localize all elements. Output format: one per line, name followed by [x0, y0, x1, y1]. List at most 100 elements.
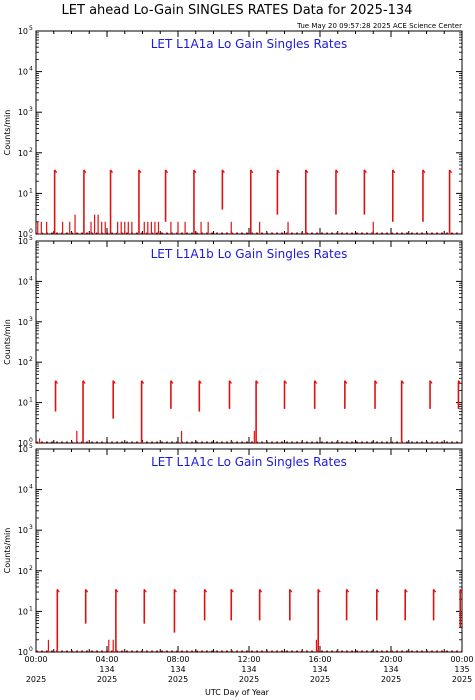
x-tick-label: 00:00 — [24, 655, 47, 664]
y-tick-exponent: 0 — [29, 646, 33, 653]
plot-frame — [35, 448, 463, 653]
data-spike-cap — [141, 380, 145, 384]
data-spike-cap — [305, 169, 309, 174]
x-tick-label: 20:00 — [379, 655, 402, 664]
y-tick-exponent: 5 — [29, 25, 33, 32]
data-spike-cap — [143, 588, 147, 593]
y-tick-exponent: 3 — [29, 316, 33, 323]
y-tick-exponent: 5 — [29, 235, 33, 242]
data-spike-cap — [250, 169, 254, 174]
data-spike-cap — [198, 380, 202, 384]
x-tick-label: 134 — [312, 665, 327, 674]
x-tick-label: 2025 — [168, 675, 188, 684]
y-tick-label: 10 — [18, 486, 28, 495]
y-tick-label: 10 — [18, 27, 28, 36]
data-spike-cap — [429, 380, 433, 384]
y-tick-exponent: 5 — [29, 443, 33, 450]
data-spike-cap — [374, 380, 378, 384]
data-spike-cap — [392, 169, 396, 174]
data-spike-cap — [54, 169, 58, 174]
y-tick-label: 10 — [18, 189, 28, 198]
y-tick-label: 10 — [18, 318, 28, 327]
y-tick-label: 10 — [18, 399, 28, 408]
data-spike-cap — [344, 380, 348, 384]
data-spike-cap — [449, 169, 453, 174]
y-axis-label: Counts/min — [3, 319, 12, 365]
x-tick-label: 134 — [170, 665, 185, 674]
x-axis-label: UTC Day of Year — [205, 688, 270, 697]
x-tick-label: 12:00 — [237, 655, 260, 664]
data-spike-cap — [317, 588, 321, 593]
plot-frame — [35, 240, 463, 444]
y-tick-exponent: 1 — [29, 187, 33, 194]
data-spike-cap — [363, 169, 367, 174]
data-spike-cap — [170, 380, 174, 384]
data-spike-cap — [83, 169, 87, 174]
x-tick-label: 2025 — [97, 675, 117, 684]
y-tick-exponent: 0 — [29, 437, 33, 444]
data-spike-cap — [276, 169, 280, 174]
data-spike-cap — [193, 169, 197, 174]
data-spike-cap — [230, 588, 234, 593]
data-spike-cap — [255, 380, 259, 384]
y-tick-label: 10 — [18, 648, 28, 657]
data-spike-cap — [459, 588, 463, 593]
data-spike-cap — [457, 380, 461, 384]
y-tick-label: 10 — [18, 607, 28, 616]
x-tick-label: 2025 — [26, 675, 46, 684]
data-spike-cap — [165, 169, 169, 174]
y-tick-label: 10 — [18, 230, 28, 239]
y-tick-exponent: 3 — [29, 106, 33, 113]
data-spike-cap — [284, 380, 287, 384]
data-spike-cap — [110, 169, 114, 174]
x-tick-label: 2025 — [381, 675, 401, 684]
x-tick-label: 135 — [454, 665, 469, 674]
data-spike-cap — [85, 588, 89, 593]
y-tick-exponent: 1 — [29, 605, 33, 612]
x-tick-label: 134 — [241, 665, 256, 674]
x-tick-label: 16:00 — [308, 655, 331, 664]
data-spike-cap — [221, 169, 225, 174]
data-spike-cap — [82, 380, 86, 384]
data-spike-cap — [138, 169, 142, 174]
data-spike-cap — [56, 588, 60, 593]
data-spike-cap — [433, 588, 437, 593]
chart-title: LET ahead Lo-Gain SINGLES RATES Data for… — [62, 3, 413, 18]
data-spike-cap — [259, 588, 263, 593]
timestamp-label: Tue May 20 09:57:28 2025 ACE Science Cen… — [296, 22, 462, 30]
panels-group: LET L1A1a Lo Gain Singles Rates Counts/mi… — [3, 25, 474, 684]
x-tick-label: 134 — [383, 665, 398, 674]
data-spike-cap — [228, 380, 232, 384]
y-tick-exponent: 4 — [29, 484, 33, 491]
y-tick-exponent: 1 — [29, 397, 33, 404]
plot-frame — [35, 30, 463, 235]
y-tick-label: 10 — [18, 439, 28, 448]
data-spike-cap — [289, 588, 293, 593]
x-tick-label: 2025 — [452, 675, 472, 684]
y-tick-exponent: 4 — [29, 275, 33, 282]
data-spike-cap — [55, 380, 59, 384]
x-tick-label: 134 — [99, 665, 114, 674]
x-tick-label: 2025 — [310, 675, 330, 684]
y-tick-exponent: 3 — [29, 524, 33, 531]
y-tick-exponent: 2 — [29, 356, 33, 363]
y-tick-label: 10 — [18, 108, 28, 117]
y-tick-label: 10 — [18, 149, 28, 158]
data-spike-cap — [204, 588, 208, 593]
data-spike-cap — [376, 588, 380, 593]
y-tick-label: 10 — [18, 237, 28, 246]
x-tick-label: 00:00 — [450, 655, 473, 664]
x-tick-label: 08:00 — [166, 655, 189, 664]
y-tick-label: 10 — [18, 526, 28, 535]
panel-title: LET L1A1c Lo Gain Singles Rates — [151, 455, 347, 469]
data-spike-cap — [422, 169, 426, 174]
y-axis-label: Counts/min — [3, 528, 12, 574]
data-spike-cap — [401, 380, 405, 384]
data-spike-cap — [112, 380, 116, 384]
panel-title: LET L1A1a Lo Gain Singles Rates — [151, 37, 348, 51]
y-axis-label: Counts/min — [3, 110, 12, 156]
x-tick-label: 04:00 — [95, 655, 118, 664]
data-spike-cap — [346, 588, 350, 593]
